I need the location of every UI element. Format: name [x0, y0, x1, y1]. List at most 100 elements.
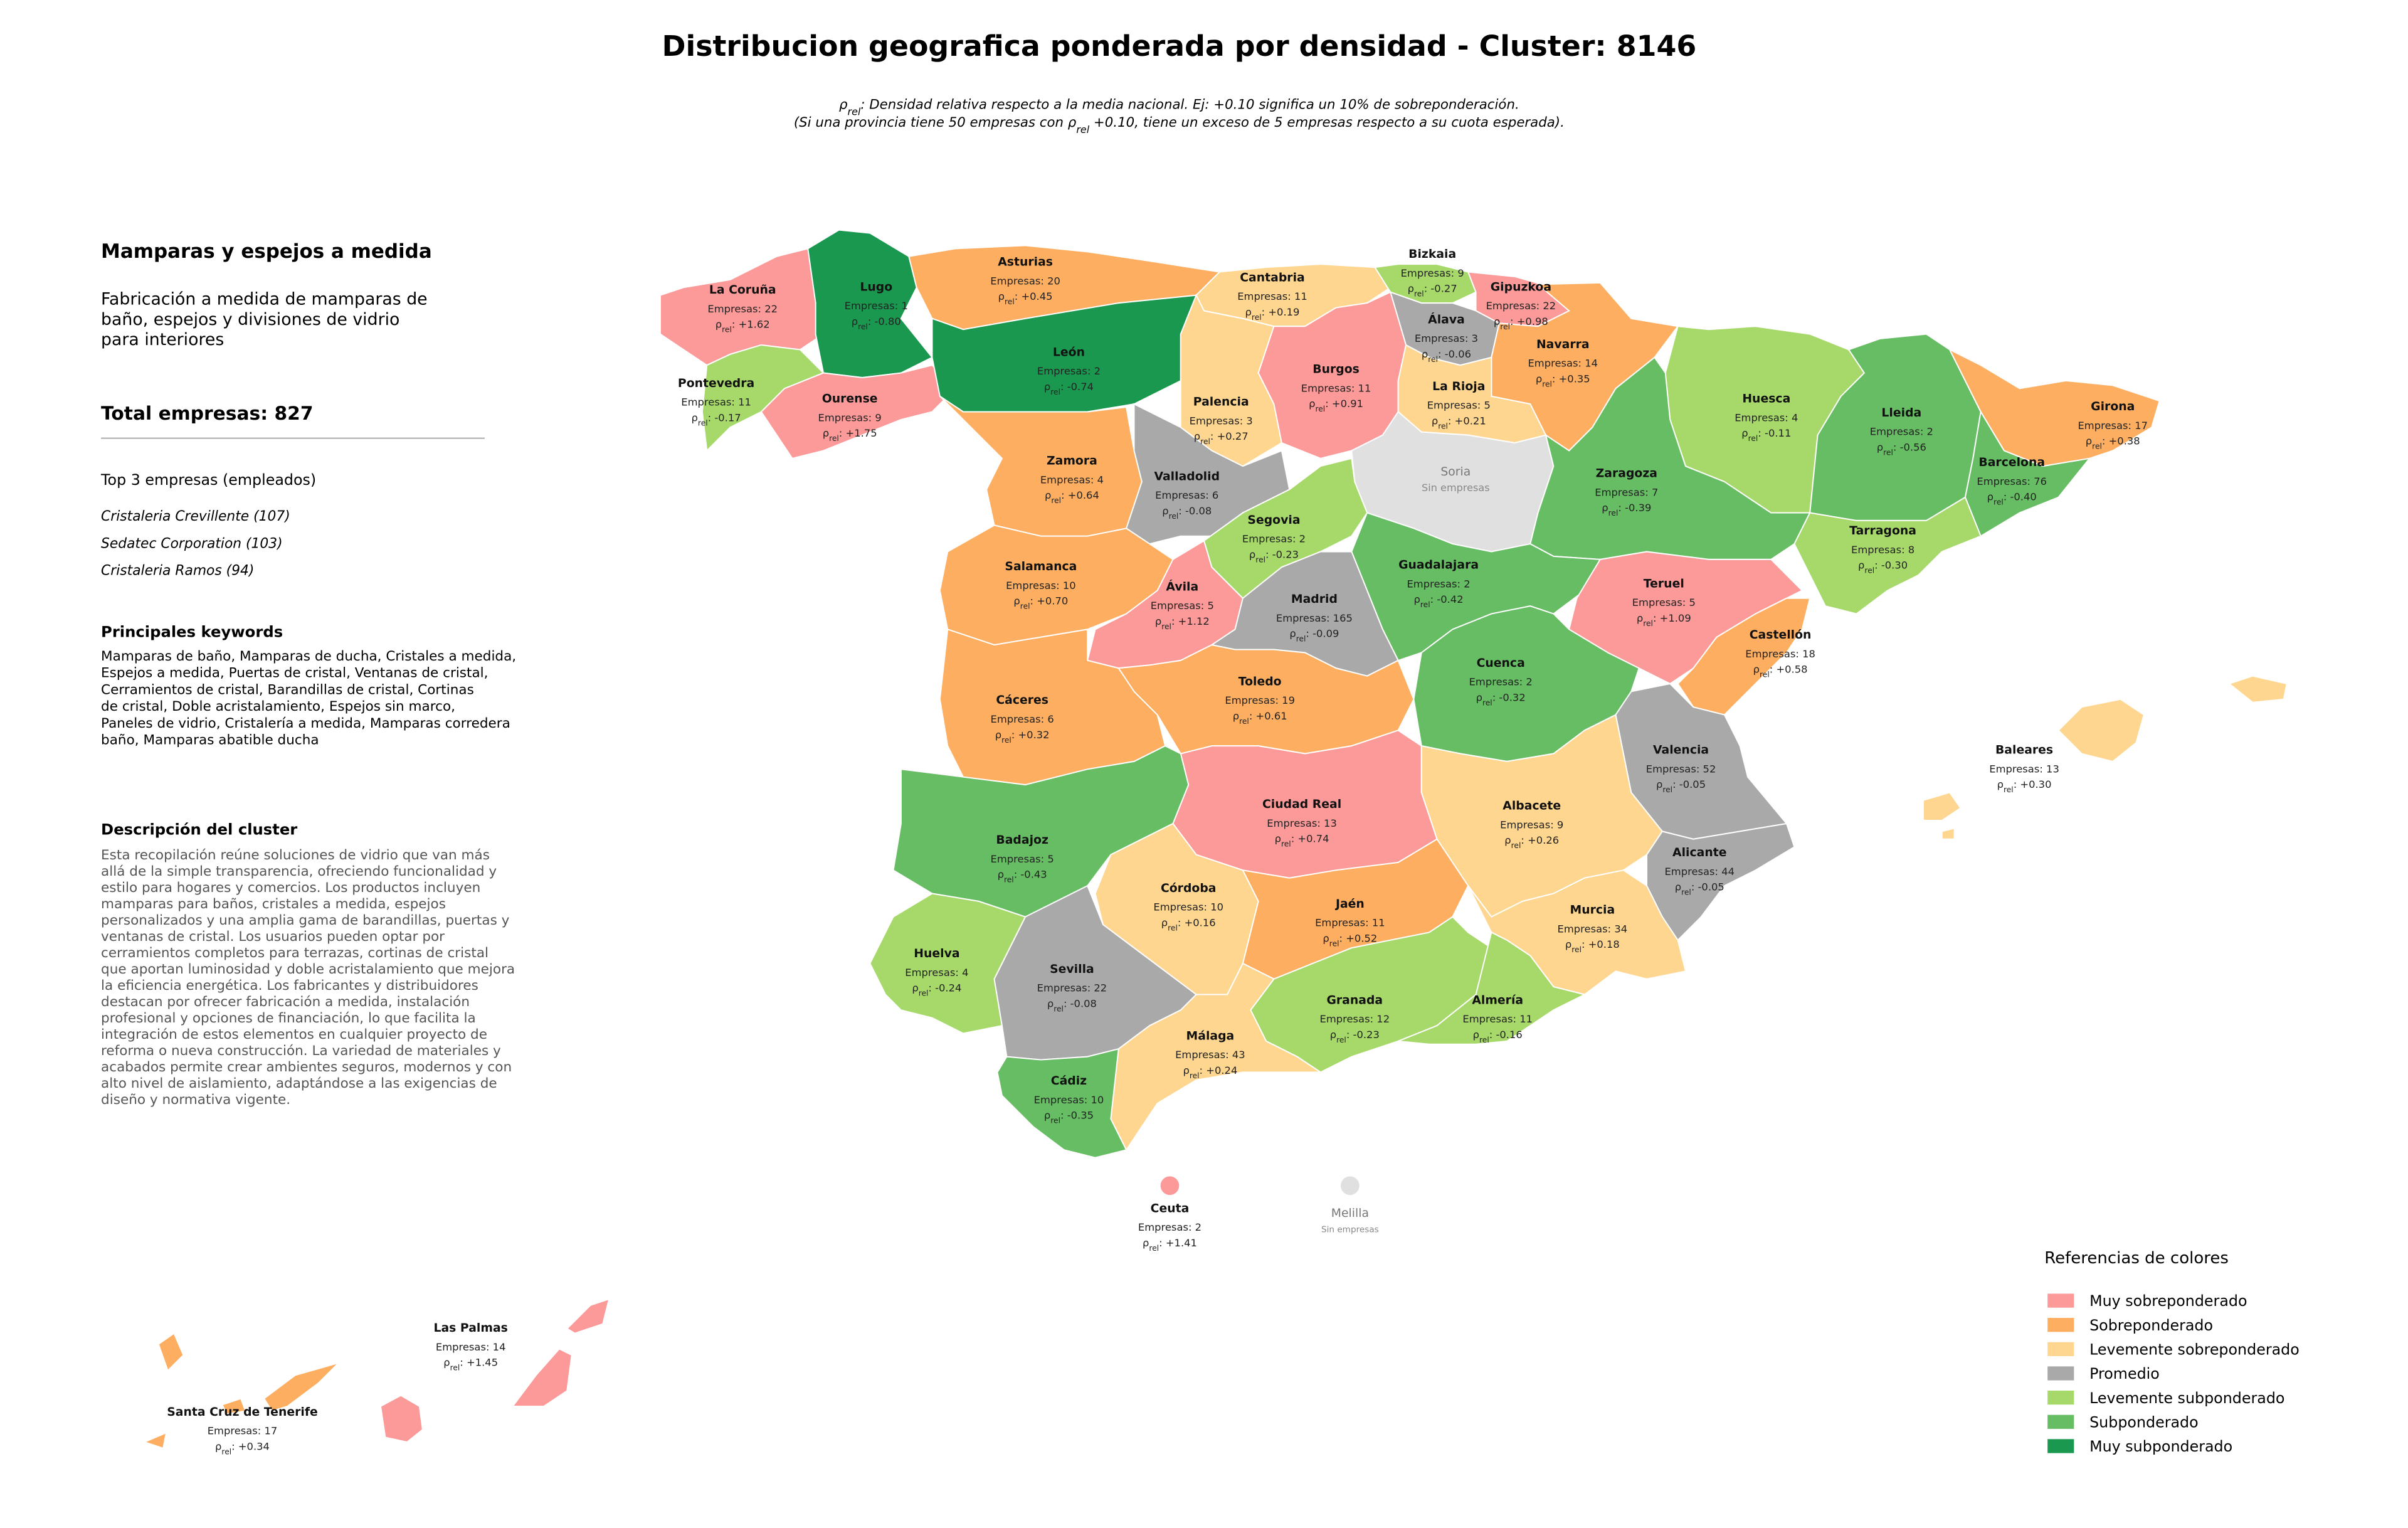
text-part: : [1346, 1029, 1353, 1041]
province-rho: ρrel: -0.35 [1044, 1110, 1094, 1125]
rho-value: -0.23 [1353, 1029, 1380, 1041]
text-part: rel [1149, 1244, 1159, 1253]
text-part: rel [1864, 566, 1874, 575]
province-name: Ourense [822, 393, 878, 406]
text-part: ρ [1408, 283, 1414, 295]
text-part: : [1691, 881, 1698, 893]
legend-label: Muy subponderado [2089, 1438, 2232, 1455]
province-name: Barcelona [1978, 456, 2045, 469]
text-part: rel [1255, 555, 1265, 564]
rho-value: -0.23 [1272, 548, 1299, 560]
province-name: Cádiz [1051, 1074, 1087, 1088]
province-name: Almería [1472, 994, 1523, 1007]
legend-label: Levemente sobreponderado [2089, 1341, 2300, 1359]
province-count: Empresas: 9 [1401, 267, 1464, 279]
text-part: : [1770, 664, 1777, 676]
province-count: Empresas: 22 [1486, 300, 1556, 312]
text-part: rel [1760, 671, 1770, 679]
text-part: ρ [1422, 348, 1428, 360]
text-part: rel [1050, 388, 1060, 396]
province-name: Navarra [1536, 338, 1590, 351]
subtitle-line: (Si una provincia tiene 50 empresas con … [794, 115, 1565, 135]
province-name: Guadalajara [1398, 559, 1479, 572]
province-count: Empresas: 11 [1237, 290, 1307, 302]
province-shape [2057, 698, 2145, 762]
panel-description: profesional y opciones de financiación, … [101, 1011, 476, 1026]
province-count: Empresas: 22 [1037, 982, 1107, 994]
rho-value: -0.27 [1430, 283, 1457, 295]
text-part: : [2014, 778, 2020, 790]
text-part: rel [1076, 123, 1089, 135]
rho-value: -0.09 [1312, 628, 1339, 640]
rho-value: -0.16 [1496, 1029, 1522, 1041]
rho-value: +0.21 [1455, 415, 1486, 427]
text-part: rel [1500, 322, 1510, 331]
panel-keywords-title: Principales keywords [101, 623, 283, 641]
province-rho: ρrel: -0.27 [1408, 283, 1457, 299]
panel-description: diseño y normativa vigente. [101, 1092, 290, 1108]
province-rho: ρrel: +1.12 [1155, 615, 1210, 631]
province-shape [1923, 792, 1962, 822]
text-part: rel [1883, 448, 1893, 457]
text-part: ρ [1323, 932, 1329, 944]
text-part: rel [1001, 736, 1011, 745]
rho-value: +0.26 [1528, 834, 1559, 846]
legend-swatch [2047, 1293, 2074, 1308]
text-part: : [1200, 1064, 1207, 1076]
province-rho: ρrel: -0.80 [852, 316, 901, 331]
text-part: : [1424, 283, 1431, 295]
province-name: Girona [2091, 400, 2135, 413]
text-part: rel [1200, 437, 1210, 446]
province-count: Empresas: 6 [1155, 489, 1218, 501]
province-rho: ρrel: +0.35 [1536, 373, 1590, 388]
text-part: ρ [1753, 664, 1760, 676]
province-name: Soria [1440, 465, 1471, 479]
text-part: ρ [1637, 612, 1643, 624]
text-part: : [1064, 997, 1070, 1009]
text-part: : [1210, 430, 1217, 442]
province-count: Empresas: 2 [1242, 533, 1306, 545]
text-part: : [1874, 560, 1881, 571]
province-count: Empresas: 52 [1646, 763, 1716, 775]
text-part: : [231, 1440, 238, 1452]
province-count: Empresas: 4 [905, 967, 968, 979]
province-rho: ρrel: +0.30 [1997, 778, 2052, 794]
province-count: Empresas: 13 [1267, 817, 1337, 829]
province [1677, 597, 1811, 716]
province [1793, 496, 1982, 615]
rho-value: +0.35 [1559, 373, 1590, 385]
panel-description: Esta recopilación reúne soluciones de vi… [101, 847, 490, 863]
province-rho: ρrel: +0.27 [1194, 430, 1249, 446]
rho-value: +0.16 [1185, 917, 1216, 929]
province-name: Palencia [1193, 396, 1249, 409]
panel-heading: Mamparas y espejos a medida [101, 240, 432, 263]
rho-value: -0.39 [1625, 502, 1651, 514]
province-rho: ρrel: +0.38 [2086, 435, 2140, 451]
rho-value: -0.80 [875, 316, 901, 327]
rho-value: +0.91 [1332, 398, 1363, 410]
text-part: rel [1571, 945, 1582, 954]
text-part: rel [722, 326, 732, 334]
province-rho: ρrel: +0.24 [1183, 1064, 1237, 1080]
text-part: ρ [1245, 306, 1252, 318]
text-part: rel [1054, 1004, 1064, 1013]
text-part: : [839, 427, 846, 439]
province-name: Baleares [1995, 744, 2053, 757]
province-rho: ρrel: +0.21 [1432, 415, 1486, 430]
panel-keywords: Paneles de vidrio, Cristalería a medida,… [101, 716, 510, 731]
province-rho: ρrel: +1.45 [443, 1357, 498, 1372]
text-part: rel [1542, 379, 1552, 388]
text-part: : [732, 319, 739, 331]
province-shape [221, 1398, 246, 1415]
panel-description-title: Descripción del cluster [101, 820, 297, 838]
text-part: rel [1482, 698, 1492, 707]
text-part: : [1178, 505, 1185, 517]
panel-summary: baño, espejos y divisiones de vidrio [101, 310, 399, 329]
panel-keywords: Cerramientos de cristal, Barandillas de … [101, 682, 474, 698]
province-rho: ρrel: +0.16 [1161, 917, 1216, 933]
text-part: ρ [1013, 595, 1020, 607]
text-part: rel [858, 322, 868, 331]
text-part: rel [1296, 635, 1306, 644]
text-part: ρ [1233, 710, 1239, 722]
